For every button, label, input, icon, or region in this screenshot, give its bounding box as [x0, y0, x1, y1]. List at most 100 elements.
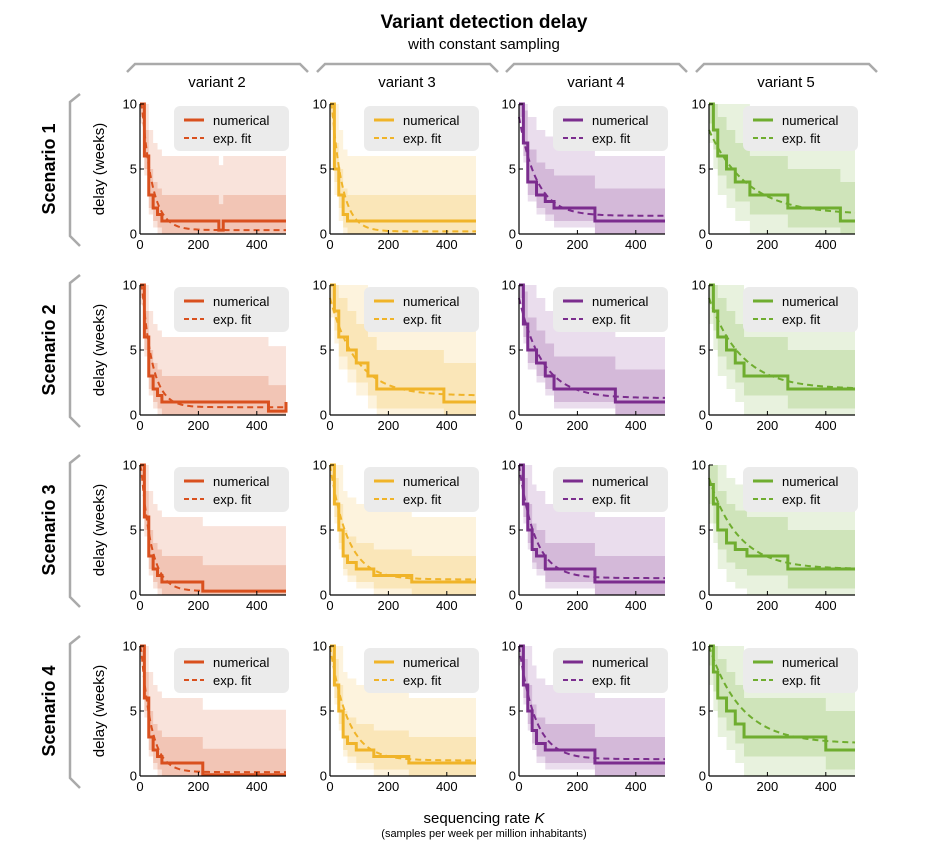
- y-tick-label: 10: [502, 278, 516, 293]
- x-tick-label: 200: [757, 779, 779, 794]
- legend-numerical-label: numerical: [403, 113, 459, 128]
- exp-fit-line: [518, 464, 665, 580]
- x-tick-label: 0: [326, 779, 333, 794]
- band-50: [140, 104, 286, 234]
- legend-fit-label: exp. fit: [782, 312, 821, 327]
- x-tick-label: 200: [567, 598, 589, 613]
- legend-box: [553, 106, 668, 151]
- x-tick-label: 400: [436, 779, 458, 794]
- legend-box: [364, 106, 479, 151]
- legend-fit-label: exp. fit: [403, 131, 442, 146]
- y-tick-label: 0: [320, 227, 327, 242]
- legend-numerical-label: numerical: [782, 294, 838, 309]
- band-50: [709, 104, 855, 234]
- band-90: [519, 646, 665, 776]
- column-bracket: [695, 62, 878, 73]
- x-tick-label: 0: [326, 237, 333, 252]
- band-50: [519, 646, 665, 776]
- band-50: [330, 465, 476, 595]
- y-tick-label: 5: [130, 162, 137, 177]
- x-tick-label: 0: [136, 418, 143, 433]
- x-axis-sublabel: (samples per week per million inhabitant…: [381, 828, 586, 840]
- band-50: [709, 465, 855, 589]
- x-tick-label: 0: [515, 598, 522, 613]
- y-tick-label: 0: [699, 408, 706, 423]
- x-tick-label: 200: [757, 598, 779, 613]
- x-tick-label: 0: [136, 598, 143, 613]
- y-tick-label: 5: [699, 523, 706, 538]
- y-tick-label: 5: [320, 162, 327, 177]
- row-label: Scenario 3: [39, 484, 59, 575]
- row-label: Scenario 2: [39, 304, 59, 395]
- legend-numerical-label: numerical: [403, 294, 459, 309]
- y-tick-label: 5: [509, 704, 516, 719]
- column-label: variant 5: [757, 74, 815, 91]
- row-headers: Scenario 1 Scenario 2 Scenario 3 Scenario 4: [39, 93, 81, 789]
- x-tick-label: 200: [378, 237, 400, 252]
- legend-box: [364, 287, 479, 332]
- exp-fit-line: [140, 284, 286, 409]
- y-tick-label: 10: [502, 639, 516, 654]
- legend-box: [174, 467, 289, 512]
- legend-fit-label: exp. fit: [782, 673, 821, 688]
- exp-fit-line: [330, 103, 476, 233]
- chart-title: Variant detection delay: [381, 12, 588, 33]
- legend-numerical-label: numerical: [592, 113, 648, 128]
- y-tick-label: 10: [123, 458, 137, 473]
- band-90: [330, 465, 476, 595]
- panel: 0 5 10 0 200 400 numerical exp. fit: [502, 97, 668, 252]
- row-bracket: [68, 454, 81, 608]
- panel: 0 5 10 0 200 400 numerical exp. fit: [692, 458, 858, 613]
- x-tick-label: 400: [246, 418, 268, 433]
- legend-box: [364, 467, 479, 512]
- numerical-line: [140, 644, 286, 777]
- x-tick-label: 0: [705, 418, 712, 433]
- legend-box: [174, 648, 289, 693]
- x-tick-label: 0: [515, 779, 522, 794]
- y-tick-label: 0: [509, 588, 516, 603]
- x-tick-label: 400: [815, 598, 837, 613]
- x-tick-label: 0: [705, 237, 712, 252]
- exp-fit-line: [708, 297, 856, 390]
- legend-numerical-label: numerical: [213, 655, 269, 670]
- band-50: [330, 104, 476, 234]
- legend-fit-label: exp. fit: [782, 131, 821, 146]
- x-tick-label: 200: [188, 598, 210, 613]
- band-50: [709, 646, 855, 770]
- row-bracket: [68, 274, 81, 428]
- y-tick-label: 0: [130, 588, 137, 603]
- column-bracket: [505, 62, 688, 73]
- y-tick-label: 5: [320, 704, 327, 719]
- y-axis-label: delay (weeks): [91, 123, 108, 216]
- numerical-line: [519, 644, 665, 765]
- column-label: variant 2: [188, 74, 246, 91]
- x-tick-label: 0: [136, 237, 143, 252]
- y-tick-label: 5: [509, 523, 516, 538]
- x-axis-symbol: K: [534, 810, 545, 827]
- x-tick-label: 0: [515, 418, 522, 433]
- panel: 0 5 10 0 200 400 numerical exp. fit: [502, 458, 668, 613]
- band-50: [140, 285, 286, 415]
- column-bracket: [316, 62, 499, 73]
- x-tick-label: 400: [815, 418, 837, 433]
- numerical-line: [709, 102, 855, 223]
- legend-box: [553, 287, 668, 332]
- y-tick-label: 0: [509, 769, 516, 784]
- y-tick-label: 10: [692, 97, 706, 112]
- y-tick-label: 5: [130, 704, 137, 719]
- legend-fit-label: exp. fit: [592, 673, 631, 688]
- legend-box: [743, 106, 858, 151]
- y-tick-label: 10: [313, 278, 327, 293]
- panel: 0 5 10 0 200 400 numerical exp. fit: [692, 97, 858, 252]
- y-tick-label: 5: [699, 162, 706, 177]
- x-tick-label: 200: [567, 779, 589, 794]
- legend-numerical-label: numerical: [403, 474, 459, 489]
- x-tick-label: 400: [436, 237, 458, 252]
- x-tick-label: 0: [136, 779, 143, 794]
- panel: 0 5 10 0 200 400 numerical exp. fit: [313, 97, 479, 252]
- y-tick-label: 5: [320, 523, 327, 538]
- y-tick-label: 0: [130, 769, 137, 784]
- legend-box: [553, 648, 668, 693]
- numerical-line: [140, 102, 286, 232]
- y-tick-label: 10: [692, 639, 706, 654]
